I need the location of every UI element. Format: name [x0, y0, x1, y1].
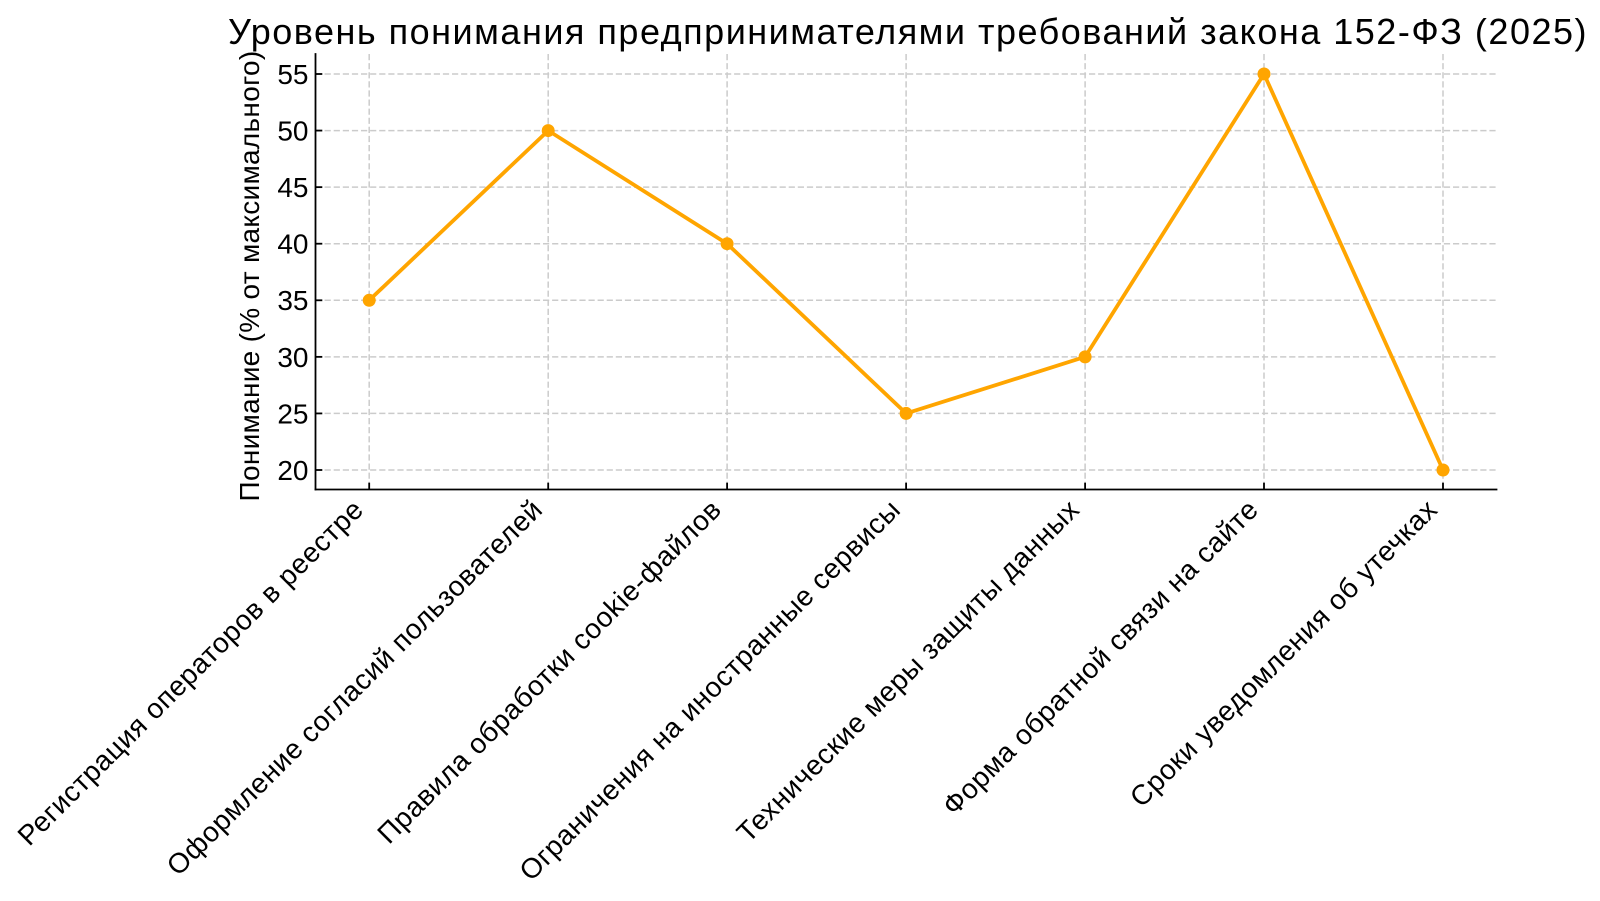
svg-text:35: 35 [277, 285, 308, 316]
svg-text:Понимание (% от максимального): Понимание (% от максимального) [234, 51, 265, 502]
svg-text:45: 45 [277, 172, 308, 203]
svg-text:Уровень понимания предпринимат: Уровень понимания предпринимателями треб… [228, 11, 1588, 52]
svg-text:50: 50 [277, 116, 308, 147]
svg-text:40: 40 [277, 229, 308, 260]
svg-text:25: 25 [277, 398, 308, 429]
svg-text:30: 30 [277, 342, 308, 373]
svg-text:20: 20 [277, 455, 308, 486]
svg-text:55: 55 [277, 59, 308, 90]
